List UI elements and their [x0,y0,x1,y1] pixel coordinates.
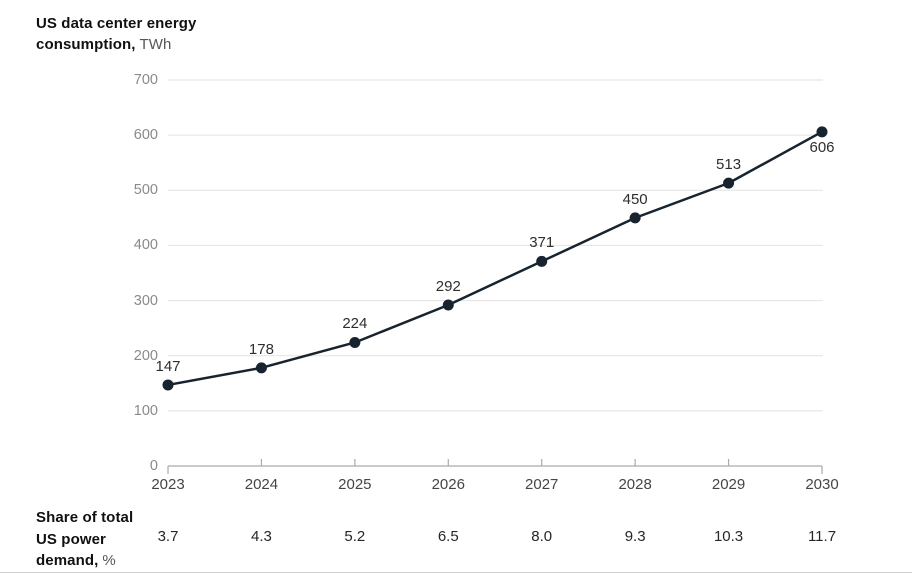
data-line [167,130,823,387]
share-row-label-unit: % [102,552,116,569]
data-point-marker [349,336,361,348]
data-point-marker [816,126,828,138]
share-row-label: Share of total US power demand,% [36,507,146,572]
share-row-label-text: Share of total US power demand, [36,509,134,569]
x-axis-line [167,459,823,474]
data-point-marker [536,255,548,267]
data-point-marker [162,379,174,391]
data-point-marker [255,362,267,374]
chart-title-text: US data center energy consumption, [36,15,197,53]
chart-title: US data center energy consumption, TWh [36,13,216,55]
chart-title-unit: TWh [139,36,172,53]
data-point-marker [629,212,641,224]
data-point-marker [442,299,454,311]
data-point-marker [723,177,735,189]
